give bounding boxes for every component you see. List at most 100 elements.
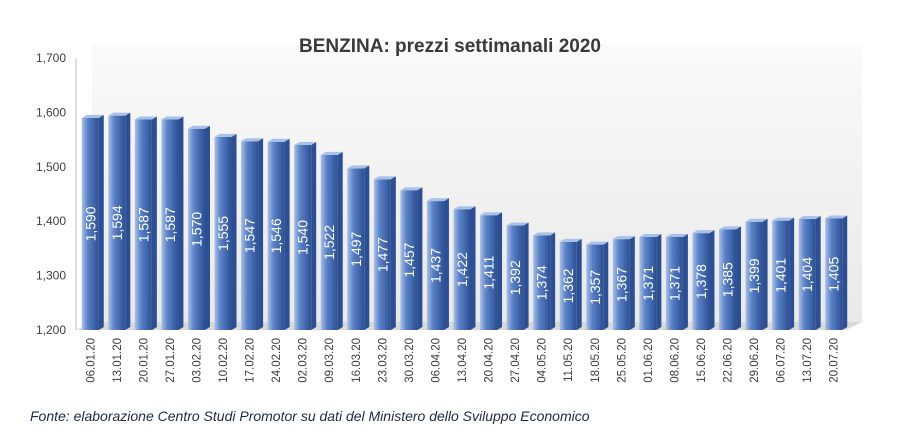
bar-value-label: 1,362 [560,268,576,303]
bar: 1,590 [81,114,104,330]
x-tick-label: 22.06.20 [723,338,735,383]
y-tick-label: 1,700 [36,51,66,65]
bar: 1,405 [825,215,848,330]
x-tick-label: 13.04.20 [457,338,469,383]
bar-side [656,233,662,330]
bar: 1,362 [559,238,582,330]
bar-top [108,112,131,116]
bar-front [719,229,737,330]
bar-front [161,119,179,330]
x-tick-label: 23.03.20 [377,338,389,383]
bar-top [453,206,476,210]
bar-value-label: 1,399 [746,258,762,293]
bar-front [772,220,790,330]
bar-value-label: 1,522 [321,225,337,260]
bar-value-label: 1,371 [640,266,656,301]
bar: 1,587 [134,116,157,330]
bar: 1,437 [426,198,449,330]
bar-value-label: 1,422 [454,252,470,287]
bar: 1,497 [347,165,370,330]
bar-front [665,236,683,330]
bar-side [443,198,449,330]
bar-value-label: 1,385 [720,262,736,297]
bar-value-label: 1,401 [773,258,789,293]
bar: 1,587 [161,116,184,330]
bar-top [347,165,370,169]
bar-top [267,138,290,142]
y-tick-label: 1,300 [36,269,66,283]
bar-value-label: 1,357 [587,270,603,305]
bar-top [798,216,821,220]
bar-top [187,125,210,129]
bar-top [772,217,795,221]
x-tick-label: 20.04.20 [484,338,496,383]
bar-front [612,239,630,330]
bar-front [214,136,232,330]
bar-side [789,217,795,330]
bar-value-label: 1,378 [693,264,709,299]
bar-side [204,125,210,330]
bar-front [134,119,152,330]
bar-front [745,221,763,330]
bar-top [81,114,104,118]
bar-value-label: 1,594 [109,205,125,240]
bar-top [665,233,688,237]
bar-front [559,241,577,330]
bar-front [692,233,710,330]
bar-top [692,230,715,234]
x-tick-label: 30.03.20 [404,338,416,383]
x-tick-label: 20.01.20 [138,338,150,383]
bar-top [426,198,449,202]
bar: 1,594 [108,112,131,330]
bar: 1,540 [294,142,317,330]
bar-top [400,187,423,191]
bar-value-label: 1,570 [188,212,204,247]
bar-value-label: 1,437 [427,248,443,283]
bar-value-label: 1,405 [826,257,842,292]
bar-top [480,212,503,216]
bar-value-label: 1,547 [242,218,258,253]
bar-top [586,241,609,245]
x-tick-label: 06.01.20 [85,338,97,383]
bar-side [736,226,742,330]
bar-side [258,138,264,330]
bar-front [639,236,657,330]
x-tick-label: 06.04.20 [430,338,442,383]
x-tick-label: 17.02.20 [245,338,257,383]
bar: 1,371 [665,233,688,330]
bar-value-label: 1,411 [481,255,497,289]
y-tick-label: 1,200 [36,323,66,337]
x-tick-label: 01.06.20 [643,338,655,383]
bar-value-label: 1,457 [401,242,417,277]
x-tick-label: 25.05.20 [616,338,628,383]
x-tick-label: 10.02.20 [218,338,230,383]
bar-side [603,241,609,330]
bar-side [231,133,237,330]
bar-front [373,179,391,330]
bar-side [815,216,821,330]
bar-top [241,138,264,142]
bar-top [612,236,635,240]
y-axis: 1,200 1,300 1,400 1,500 1,600 1,700 [36,51,66,337]
bar-value-label: 1,497 [348,231,364,266]
bar: 1,422 [453,206,476,330]
bar-value-label: 1,540 [295,220,311,255]
bar-value-label: 1,555 [215,216,231,251]
bar-side [178,116,184,330]
bar-side [762,218,768,330]
bar-side [284,138,290,330]
bar-side [125,112,131,330]
bar-side [842,215,848,330]
bar-front [586,244,604,330]
bar-series: 1,590 1,594 1,587 1,587 1,570 1,555 1,547 1,546… [81,112,848,330]
bar-side [417,187,423,330]
bar: 1,374 [533,232,556,330]
y-tick-label: 1,400 [36,214,66,228]
bar-front [400,190,418,330]
bar-side [151,116,157,330]
bar: 1,404 [798,216,821,330]
x-tick-label: 27.04.20 [510,338,522,383]
bar-top [134,116,157,120]
